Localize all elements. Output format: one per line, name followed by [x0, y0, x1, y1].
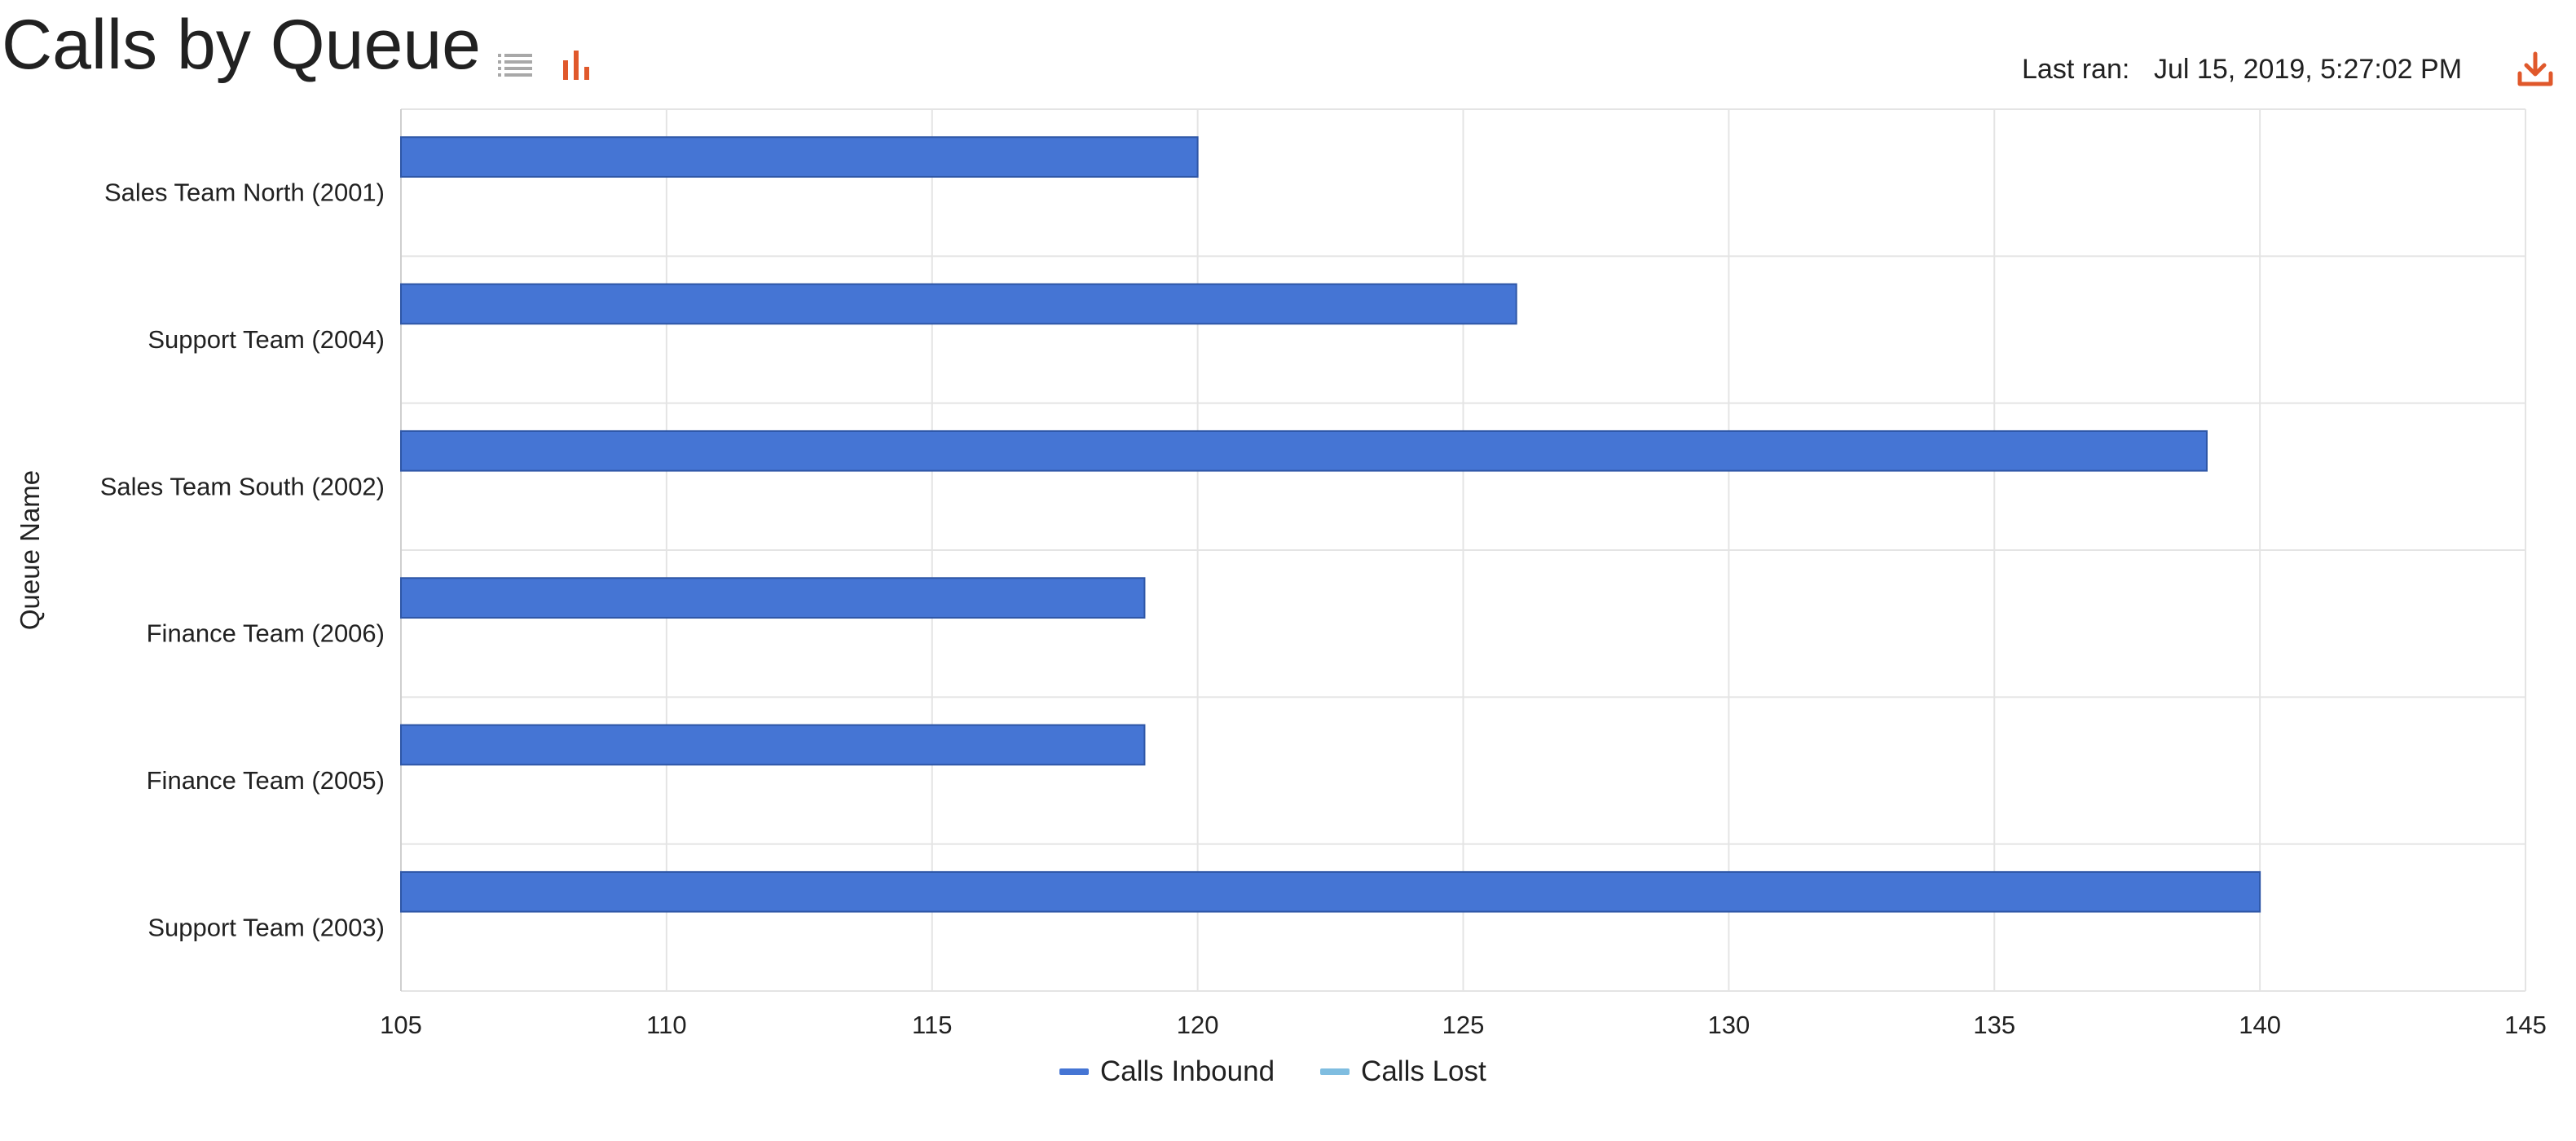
- x-tick-label: 125: [1442, 1011, 1485, 1035]
- download-icon: [2517, 51, 2553, 86]
- y-tick-label: Finance Team (2006): [147, 619, 385, 648]
- legend-item-calls-lost[interactable]: Calls Lost: [1320, 1055, 1486, 1088]
- last-ran-value: Jul 15, 2019, 5:27:02 PM: [2154, 54, 2463, 85]
- x-tick-label: 105: [380, 1011, 422, 1035]
- bar-chart: 105 110 115 120 125 130 135 140 145 Sales Team No…: [15, 108, 2547, 1035]
- bar[interactable]: [400, 136, 1199, 178]
- y-axis-title: Queue Name: [15, 470, 45, 630]
- x-tick-label: 120: [1177, 1011, 1219, 1035]
- x-tick-label: 140: [2239, 1011, 2281, 1035]
- bar-chart-icon: [563, 51, 589, 80]
- bar[interactable]: [400, 283, 1517, 325]
- legend-label-calls-lost: Calls Lost: [1361, 1055, 1486, 1087]
- bar[interactable]: [400, 870, 2261, 913]
- list-icon: [498, 54, 532, 77]
- legend-label-calls-inbound: Calls Inbound: [1100, 1055, 1275, 1087]
- legend-item-calls-inbound[interactable]: Calls Inbound: [1059, 1055, 1275, 1088]
- y-tick-label: Sales Team South (2002): [100, 472, 385, 500]
- page-title: Calls by Queue: [2, 6, 481, 84]
- bar[interactable]: [400, 577, 1146, 619]
- x-tick-label: 130: [1708, 1011, 1750, 1035]
- legend-swatch-calls-lost: [1320, 1068, 1350, 1075]
- y-tick-label: Support Team (2004): [148, 325, 385, 354]
- bar[interactable]: [400, 724, 1146, 766]
- legend-swatch-calls-inbound: [1059, 1068, 1089, 1075]
- x-tick-label: 110: [646, 1011, 686, 1035]
- x-tick-label: 135: [1973, 1011, 2015, 1035]
- x-tick-label: 115: [912, 1011, 952, 1035]
- y-tick-label: Sales Team North (2001): [104, 178, 385, 207]
- download-button[interactable]: [2507, 41, 2564, 98]
- chart-view-button[interactable]: [554, 42, 600, 88]
- chart-legend: Calls Inbound Calls Lost: [1059, 1051, 1486, 1092]
- x-tick-label: 145: [2504, 1011, 2547, 1035]
- list-view-button[interactable]: [492, 42, 538, 88]
- y-tick-label: Support Team (2003): [148, 913, 385, 941]
- last-ran-label: Last ran:: [2022, 54, 2130, 85]
- y-tick-label: Finance Team (2005): [147, 766, 385, 795]
- bar[interactable]: [400, 430, 2208, 472]
